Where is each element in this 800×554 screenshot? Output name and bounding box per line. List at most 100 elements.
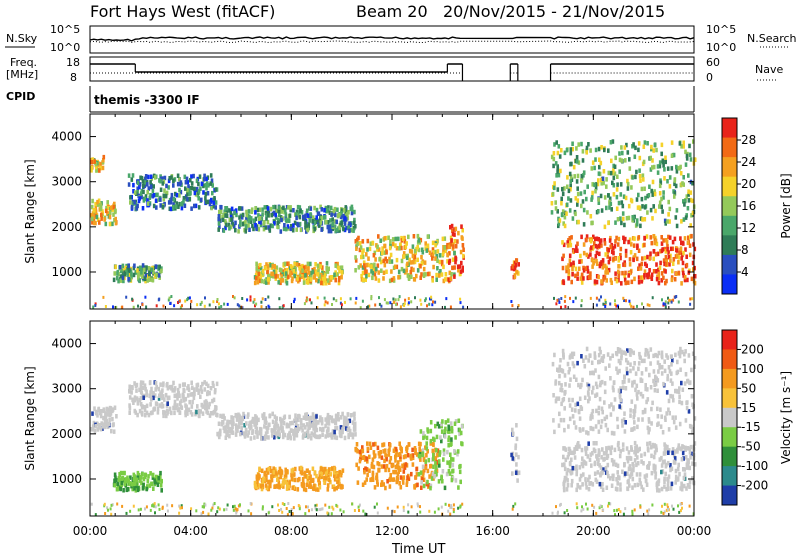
heatmap-cell xyxy=(689,380,692,385)
heatmap-cell xyxy=(115,414,118,419)
heatmap-cell xyxy=(679,486,682,491)
heatmap-cell xyxy=(618,447,621,452)
heatmap-cell xyxy=(621,271,624,276)
heatmap-cell xyxy=(633,243,636,248)
heatmap-cell xyxy=(672,398,675,403)
heatmap-cell xyxy=(450,238,453,243)
heatmap-cell xyxy=(272,470,275,475)
heatmap-cell xyxy=(291,486,294,491)
heatmap-cell xyxy=(400,485,403,490)
heatmap-cell xyxy=(631,280,634,285)
heatmap-cell xyxy=(430,429,433,434)
heatmap-cell xyxy=(218,221,221,226)
heatmap-cell xyxy=(585,355,588,360)
heatmap-cell xyxy=(605,206,608,211)
heatmap-cell xyxy=(113,429,116,434)
heatmap-cell xyxy=(116,271,119,276)
heatmap-cell xyxy=(619,454,622,459)
ground-cell xyxy=(102,296,104,299)
heatmap-cell xyxy=(231,420,234,425)
heatmap-cell xyxy=(221,415,224,420)
heatmap-cell xyxy=(148,278,151,283)
heatmap-cell xyxy=(418,238,421,243)
heatmap-cell xyxy=(451,426,454,431)
heatmap-cell xyxy=(398,270,401,275)
heatmap-cell xyxy=(263,412,266,417)
heatmap-cell xyxy=(608,171,611,176)
heatmap-cell xyxy=(324,215,327,220)
heatmap-cell xyxy=(560,197,563,202)
heatmap-cell xyxy=(327,426,330,431)
heatmap-cell xyxy=(564,467,567,472)
heatmap-cell xyxy=(626,371,629,376)
heatmap-cell xyxy=(604,195,607,200)
heatmap-cell xyxy=(311,431,314,436)
heatmap-cell xyxy=(566,471,569,476)
ground-cell xyxy=(304,512,306,515)
heatmap-cell xyxy=(560,383,563,388)
heatmap-cell xyxy=(600,238,603,243)
heatmap-cell xyxy=(655,444,658,449)
heatmap-cell xyxy=(163,188,166,193)
heatmap-cell xyxy=(362,483,365,488)
heatmap-cell xyxy=(667,461,670,466)
heatmap-cell xyxy=(639,472,642,477)
heatmap-cell xyxy=(261,279,264,284)
heatmap-cell xyxy=(686,156,689,161)
heatmap-cell xyxy=(278,205,281,210)
heatmap-cell xyxy=(579,397,582,402)
heatmap-cell xyxy=(687,206,690,211)
heatmap-cell xyxy=(225,436,228,441)
heatmap-cell xyxy=(439,253,442,258)
heatmap-cell xyxy=(680,447,683,452)
heatmap-cell xyxy=(300,466,303,471)
ground-cell xyxy=(671,505,673,508)
heatmap-cell xyxy=(138,279,141,284)
ground-cell xyxy=(569,297,571,300)
heatmap-cell xyxy=(224,213,227,218)
heatmap-cell xyxy=(281,418,284,423)
heatmap-cell xyxy=(174,394,177,399)
heatmap-cell xyxy=(566,175,569,180)
heatmap-cell xyxy=(458,419,461,424)
heatmap-cell xyxy=(662,276,665,281)
ground-cell xyxy=(671,301,673,304)
ground-cell xyxy=(179,299,181,302)
heatmap-cell xyxy=(387,449,390,454)
heatmap-cell xyxy=(592,386,595,391)
heatmap-cell xyxy=(102,166,105,171)
heatmap-cell xyxy=(326,420,329,425)
heatmap-cell xyxy=(667,200,670,205)
heatmap-cell xyxy=(257,208,260,213)
heatmap-cell xyxy=(624,471,627,476)
ground-cell xyxy=(595,512,597,515)
heatmap-cell xyxy=(195,410,198,415)
ground-cell xyxy=(262,505,264,508)
heatmap-cell xyxy=(420,480,423,485)
ground-cell xyxy=(555,505,557,508)
heatmap-cell xyxy=(607,352,610,357)
heatmap-cell xyxy=(393,449,396,454)
heatmap-cell xyxy=(568,189,571,194)
ground-cell xyxy=(417,502,419,505)
ground-cell xyxy=(459,298,461,301)
ground-cell xyxy=(104,503,106,506)
heatmap-cell xyxy=(579,416,582,421)
heatmap-cell xyxy=(372,442,375,447)
heatmap-cell xyxy=(313,206,316,211)
heatmap-cell xyxy=(615,477,618,482)
heatmap-cell xyxy=(307,266,310,271)
heatmap-cell xyxy=(449,460,452,465)
heatmap-cell xyxy=(326,261,329,266)
heatmap-cell xyxy=(370,264,373,269)
ground-cell xyxy=(633,306,635,309)
heatmap-cell xyxy=(578,444,581,449)
heatmap-cell xyxy=(282,478,285,483)
heatmap-cell xyxy=(397,477,400,482)
heatmap-cell xyxy=(342,468,345,473)
heatmap-cell xyxy=(278,485,281,490)
heatmap-cell xyxy=(376,482,379,487)
heatmap-cell xyxy=(630,445,633,450)
ground-cell xyxy=(324,297,326,300)
heatmap-cell xyxy=(622,447,625,452)
